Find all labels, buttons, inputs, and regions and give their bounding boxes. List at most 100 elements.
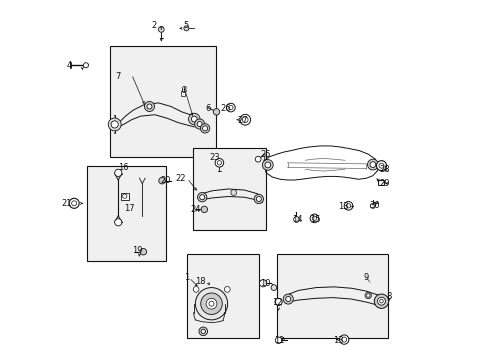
Circle shape <box>373 294 388 309</box>
Circle shape <box>144 102 154 112</box>
Circle shape <box>115 169 122 176</box>
Circle shape <box>217 161 221 165</box>
Circle shape <box>208 301 214 306</box>
Text: 3: 3 <box>181 86 186 95</box>
Circle shape <box>264 162 270 168</box>
Circle shape <box>242 117 247 123</box>
Circle shape <box>254 194 263 204</box>
Bar <box>110 45 215 157</box>
Circle shape <box>122 194 126 198</box>
Text: 20: 20 <box>160 176 170 185</box>
Text: 4: 4 <box>66 61 71 70</box>
Circle shape <box>83 63 88 68</box>
Text: 15: 15 <box>309 215 320 224</box>
Circle shape <box>147 104 152 109</box>
Circle shape <box>199 327 207 336</box>
Text: 13: 13 <box>338 202 348 211</box>
Circle shape <box>224 287 230 292</box>
Circle shape <box>188 113 200 125</box>
Text: 19: 19 <box>131 246 142 255</box>
Text: 17: 17 <box>123 204 134 213</box>
Bar <box>378 180 383 185</box>
Circle shape <box>159 177 165 184</box>
Circle shape <box>202 126 207 131</box>
Text: 24: 24 <box>190 205 201 214</box>
Circle shape <box>201 293 222 315</box>
Circle shape <box>199 195 204 200</box>
Circle shape <box>341 337 346 342</box>
Circle shape <box>367 159 378 170</box>
Circle shape <box>259 280 266 287</box>
Text: 22: 22 <box>175 174 186 183</box>
Circle shape <box>255 156 261 162</box>
Circle shape <box>346 204 350 208</box>
Circle shape <box>239 114 250 125</box>
Text: 13: 13 <box>332 336 343 345</box>
Circle shape <box>193 287 199 292</box>
Circle shape <box>206 298 217 309</box>
Text: 8: 8 <box>386 292 391 301</box>
Circle shape <box>183 26 188 31</box>
Text: 9: 9 <box>363 273 368 282</box>
Text: 18: 18 <box>195 276 205 285</box>
Circle shape <box>158 27 164 32</box>
Text: 11: 11 <box>274 336 285 345</box>
Text: 5: 5 <box>183 21 189 30</box>
Circle shape <box>339 335 348 344</box>
Circle shape <box>195 288 227 320</box>
Circle shape <box>274 298 282 306</box>
Text: 10: 10 <box>260 279 270 288</box>
Circle shape <box>228 105 233 110</box>
Circle shape <box>111 121 118 128</box>
Circle shape <box>364 292 371 299</box>
Circle shape <box>283 294 293 304</box>
Circle shape <box>285 297 290 302</box>
Circle shape <box>369 203 375 208</box>
Circle shape <box>69 198 79 208</box>
Circle shape <box>200 124 209 133</box>
Circle shape <box>293 217 299 222</box>
Circle shape <box>197 122 202 127</box>
Circle shape <box>378 163 383 168</box>
Bar <box>181 91 185 96</box>
Text: 1: 1 <box>183 273 189 282</box>
Text: 12: 12 <box>272 298 282 307</box>
Circle shape <box>377 297 385 305</box>
Circle shape <box>256 197 261 202</box>
Circle shape <box>366 294 369 297</box>
Bar <box>276 253 387 338</box>
Text: 7: 7 <box>115 72 121 81</box>
Text: 30: 30 <box>368 201 379 210</box>
Text: 28: 28 <box>379 165 389 174</box>
Text: 14: 14 <box>292 215 302 224</box>
Text: 25: 25 <box>260 150 270 159</box>
Text: 16: 16 <box>118 163 128 172</box>
Circle shape <box>379 300 383 303</box>
Bar <box>187 253 258 338</box>
Circle shape <box>369 162 375 167</box>
Text: 2: 2 <box>151 21 157 30</box>
Circle shape <box>201 329 205 333</box>
Circle shape <box>115 219 122 226</box>
Circle shape <box>140 248 146 255</box>
Circle shape <box>72 201 77 206</box>
Circle shape <box>201 206 207 213</box>
Circle shape <box>194 119 204 129</box>
Bar <box>121 193 128 200</box>
Text: 21: 21 <box>61 199 71 208</box>
Text: 23: 23 <box>209 153 220 162</box>
Circle shape <box>226 103 235 112</box>
Circle shape <box>275 337 281 343</box>
Circle shape <box>344 202 352 210</box>
Circle shape <box>213 109 219 115</box>
Circle shape <box>312 216 316 221</box>
Bar <box>192 148 265 230</box>
Circle shape <box>215 158 223 167</box>
Text: 29: 29 <box>379 179 389 188</box>
Circle shape <box>270 285 276 291</box>
Circle shape <box>191 116 197 122</box>
Circle shape <box>376 161 386 171</box>
Circle shape <box>197 193 206 202</box>
Circle shape <box>230 190 236 195</box>
Circle shape <box>108 118 121 131</box>
